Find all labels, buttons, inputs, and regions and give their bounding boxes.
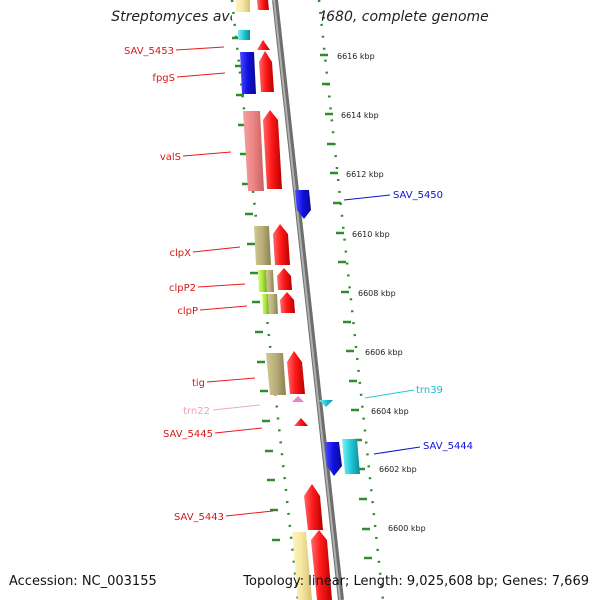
tick-label-6602: 6602 kbp — [379, 465, 417, 474]
scale-labels: 6616 kbp 6614 kbp 6612 kbp 6610 kbp 6608… — [337, 52, 426, 533]
label-leaders — [175, 46, 421, 517]
tick-label-6612: 6612 kbp — [346, 170, 384, 179]
label-SAV_5445: SAV_5445 — [163, 429, 213, 440]
gene-clpX-olive[interactable] — [254, 226, 271, 265]
label-fpgS: fpgS — [152, 73, 175, 84]
gene-trn22-arrow[interactable] — [292, 396, 304, 402]
gene-tig-arrow[interactable] — [287, 351, 305, 394]
gene-top-yellow[interactable] — [236, 0, 250, 12]
gene-SAV_5444-blue[interactable] — [325, 442, 342, 476]
tick-label-6616: 6616 kbp — [337, 52, 375, 61]
tick-label-6604: 6604 kbp — [371, 407, 409, 416]
label-clpP: clpP — [177, 306, 198, 317]
gene-clpP-arrow[interactable] — [280, 292, 295, 313]
label-trn22: trn22 — [183, 406, 210, 417]
gene-SAV_5445-arrow[interactable] — [294, 418, 308, 426]
tick-label-6614: 6614 kbp — [341, 111, 379, 120]
gene-clpP2-olive[interactable] — [266, 270, 274, 292]
gene-top-cyan[interactable] — [238, 30, 250, 40]
gene-bottom-red[interactable] — [311, 530, 332, 600]
tick-label-6608: 6608 kbp — [358, 289, 396, 298]
accession-text: Accession: NC_003155 — [9, 574, 157, 589]
label-tig: tig — [192, 378, 205, 389]
gene-SAV_5450-arrow[interactable] — [295, 190, 311, 219]
gene-clpP-olive[interactable] — [268, 294, 278, 314]
label-valS: valS — [160, 152, 181, 163]
label-SAV_5453: SAV_5453 — [124, 46, 174, 57]
label-SAV_5444: SAV_5444 — [423, 441, 473, 452]
genes-right[interactable] — [295, 190, 360, 476]
label-SAV_5450: SAV_5450 — [393, 190, 443, 201]
label-trn39: trn39 — [416, 385, 443, 396]
tick-label-6606: 6606 kbp — [365, 348, 403, 357]
gene-tig-olive[interactable] — [266, 353, 286, 395]
gene-top-red[interactable] — [257, 0, 269, 10]
genome-summary-text: Topology: linear; Length: 9,025,608 bp; … — [243, 574, 589, 589]
genes-outer-left[interactable] — [236, 0, 312, 600]
gene-clpP2-arrow[interactable] — [277, 268, 292, 290]
gene-SAV_5453-arrow[interactable] — [257, 40, 270, 50]
gene-valS-pink[interactable] — [243, 111, 264, 191]
tick-label-6610: 6610 kbp — [352, 230, 390, 239]
genome-backbone-highlight — [273, 0, 341, 600]
genes-inner-left[interactable] — [257, 0, 332, 600]
gene-valS-arrow[interactable] — [263, 110, 282, 189]
gene-clpP2-lime[interactable] — [258, 270, 267, 292]
gene-labels: SAV_5453 fpgS valS clpX clpP2 clpP tig t… — [124, 46, 473, 523]
gene-clpX-arrow[interactable] — [273, 224, 290, 265]
label-SAV_5443: SAV_5443 — [174, 512, 224, 523]
gene-fpgS-arrow[interactable] — [259, 51, 274, 92]
tick-label-6600: 6600 kbp — [388, 524, 426, 533]
right-tick-line — [317, 0, 385, 600]
gene-bottom-yellow[interactable] — [292, 532, 312, 600]
major-ticks-right — [320, 53, 372, 560]
gene-fpgS-blue[interactable] — [240, 52, 256, 94]
gene-SAV_5444-cyan[interactable] — [342, 439, 360, 474]
label-clpX: clpX — [170, 248, 192, 259]
label-clpP2: clpP2 — [169, 283, 196, 294]
gene-clpP-lime[interactable] — [262, 294, 269, 314]
gene-SAV_5443-arrow[interactable] — [304, 484, 323, 530]
gene-trn39-arrow[interactable] — [319, 400, 333, 407]
